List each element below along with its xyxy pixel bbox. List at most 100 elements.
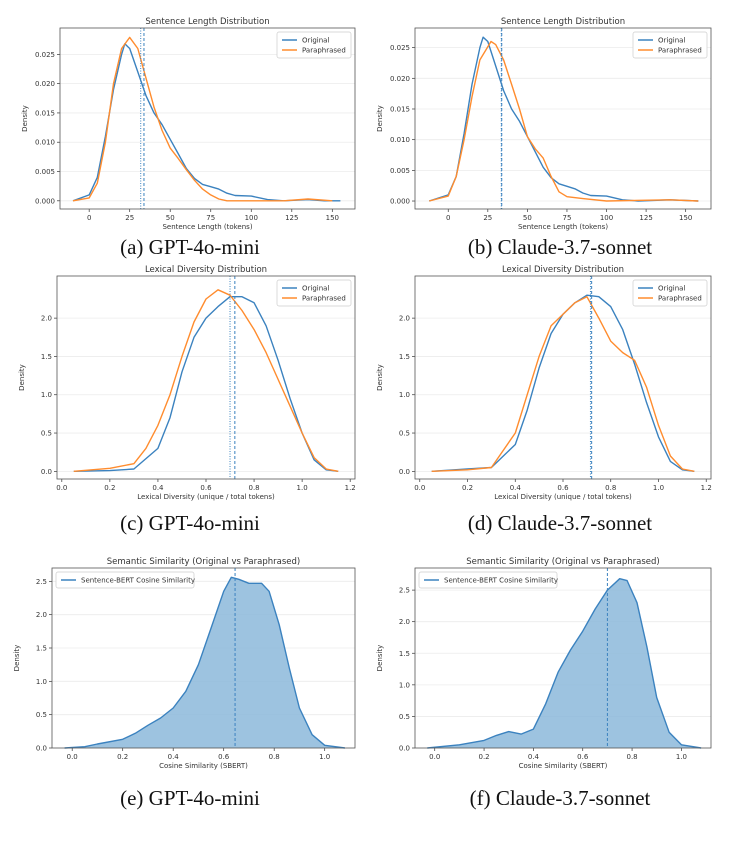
series-line-original bbox=[73, 296, 339, 472]
axes-frame bbox=[414, 567, 712, 749]
y-tick-label: 2.5 bbox=[36, 578, 47, 586]
series-line-paraphrased bbox=[431, 296, 695, 472]
series-line-original bbox=[72, 43, 341, 202]
y-tick-label: 2.0 bbox=[399, 618, 410, 626]
legend: Original Paraphrased bbox=[632, 279, 708, 307]
y-tick-label: 0.015 bbox=[35, 109, 55, 117]
density-fill bbox=[64, 577, 345, 748]
x-tick-label: 125 bbox=[285, 214, 298, 222]
series-line-original bbox=[431, 294, 695, 472]
caption-d: (d) Claude-3.7-sonnet bbox=[467, 511, 653, 535]
y-tick-label: 0.0 bbox=[36, 745, 47, 753]
y-tick-label: 0.0 bbox=[399, 468, 410, 476]
density-fill bbox=[427, 578, 702, 748]
x-tick-label: 0.0 bbox=[67, 753, 78, 761]
x-tick-label: 0.8 bbox=[605, 484, 616, 492]
x-tick-label: 50 bbox=[523, 214, 532, 222]
x-axis-label: Sentence Length (tokens) bbox=[518, 223, 608, 231]
y-tick-label: 0.0 bbox=[399, 745, 410, 753]
x-tick-label: 150 bbox=[326, 214, 339, 222]
x-tick-label: 0.8 bbox=[269, 753, 280, 761]
x-tick-label: 0 bbox=[87, 214, 91, 222]
legend-label: Sentence-BERT Cosine Similarity bbox=[444, 577, 558, 585]
x-tick-label: 25 bbox=[483, 214, 492, 222]
y-tick-label: 0.5 bbox=[399, 430, 410, 438]
caption-b: (b) Claude-3.7-sonnet bbox=[467, 235, 653, 259]
y-tick-label: 0.010 bbox=[35, 139, 55, 147]
legend: Original Paraphrased bbox=[276, 31, 352, 59]
y-tick-label: 2.5 bbox=[399, 587, 410, 595]
y-axis-label: Density bbox=[376, 645, 384, 672]
axes-frame bbox=[414, 275, 712, 480]
legend-label: Paraphrased bbox=[658, 47, 702, 55]
y-tick-label: 1.5 bbox=[41, 353, 52, 361]
y-tick-label: 2.0 bbox=[36, 611, 47, 619]
x-tick-label: 75 bbox=[562, 214, 571, 222]
chart-title: Sentence Length Distribution bbox=[145, 17, 269, 27]
y-tick-label: 0.010 bbox=[390, 136, 410, 144]
x-tick-label: 0.0 bbox=[56, 484, 67, 492]
series-line-sentence-bert-cosine-similarity bbox=[64, 576, 345, 749]
chart-title: Lexical Diversity Distribution bbox=[502, 265, 624, 275]
x-tick-label: 0.8 bbox=[248, 484, 259, 492]
x-tick-label: 0.0 bbox=[429, 753, 440, 761]
y-tick-label: 1.0 bbox=[399, 391, 410, 399]
y-tick-label: 0.025 bbox=[390, 44, 410, 52]
x-tick-label: 0 bbox=[446, 214, 450, 222]
legend-label: Original bbox=[302, 37, 329, 45]
x-tick-label: 0.6 bbox=[200, 484, 212, 492]
x-tick-label: 1.0 bbox=[297, 484, 308, 492]
x-tick-label: 1.2 bbox=[701, 484, 712, 492]
y-tick-label: 0.005 bbox=[35, 168, 55, 176]
chart-5: 0.0 0.5 1.0 1.5 2.0 2.5 0.0 0.2 0.4 0.6 0.8 1.0 Sema… bbox=[376, 557, 712, 770]
y-tick-label: 0.025 bbox=[35, 51, 55, 59]
y-tick-label: 0.020 bbox=[35, 80, 55, 88]
series-line-paraphrased bbox=[72, 36, 333, 202]
x-axis-label: Sentence Length (tokens) bbox=[162, 223, 252, 231]
chart-title: Sentence Length Distribution bbox=[501, 17, 625, 27]
y-tick-label: 1.5 bbox=[36, 645, 47, 653]
x-tick-label: 0.6 bbox=[557, 484, 569, 492]
y-tick-label: 2.0 bbox=[41, 315, 52, 323]
caption-a: (a) GPT-4o-mini bbox=[120, 235, 260, 259]
chart-title: Semantic Similarity (Original vs Paraphr… bbox=[466, 557, 659, 567]
x-tick-label: 0.8 bbox=[626, 753, 637, 761]
x-tick-label: 1.0 bbox=[676, 753, 687, 761]
legend-box bbox=[632, 279, 708, 307]
x-tick-label: 50 bbox=[166, 214, 175, 222]
caption-f: (f) Claude-3.7-sonnet bbox=[469, 786, 651, 810]
y-tick-label: 0.020 bbox=[390, 75, 410, 83]
chart-2: 0.0 0.5 1.0 1.5 2.0 0.0 0.2 0.4 0.6 0.8 1.0 1.2 Lexi… bbox=[18, 265, 356, 501]
y-axis-label: Density bbox=[18, 364, 26, 391]
axes-frame bbox=[414, 27, 712, 210]
axes-frame bbox=[51, 567, 356, 749]
y-tick-label: 0.005 bbox=[390, 167, 410, 175]
y-axis-label: Density bbox=[21, 105, 29, 132]
chart-title: Semantic Similarity (Original vs Paraphr… bbox=[107, 557, 300, 567]
y-axis-label: Density bbox=[376, 105, 384, 132]
x-tick-label: 0.2 bbox=[117, 753, 128, 761]
x-tick-label: 150 bbox=[679, 214, 692, 222]
x-axis-label: Lexical Diversity (unique / total tokens… bbox=[494, 493, 632, 501]
legend-box bbox=[276, 31, 352, 59]
legend-label: Paraphrased bbox=[302, 295, 346, 303]
y-tick-label: 1.5 bbox=[399, 650, 410, 658]
legend-box bbox=[632, 31, 708, 59]
x-tick-label: 1.0 bbox=[319, 753, 330, 761]
legend-label: Paraphrased bbox=[658, 295, 702, 303]
chart-title: Lexical Diversity Distribution bbox=[145, 265, 267, 275]
chart-4: 0.0 0.5 1.0 1.5 2.0 2.5 0.0 0.2 0.4 0.6 0.8 1.0 Sema… bbox=[13, 557, 356, 770]
series-line-paraphrased bbox=[429, 40, 699, 202]
x-tick-label: 0.6 bbox=[218, 753, 230, 761]
axes-frame bbox=[59, 27, 356, 210]
legend: Original Paraphrased bbox=[632, 31, 708, 59]
axes-frame bbox=[56, 275, 356, 480]
x-tick-label: 0.4 bbox=[152, 484, 164, 492]
x-tick-label: 100 bbox=[245, 214, 258, 222]
x-tick-label: 25 bbox=[125, 214, 134, 222]
y-tick-label: 0.5 bbox=[41, 430, 52, 438]
chart-3: 0.0 0.5 1.0 1.5 2.0 0.0 0.2 0.4 0.6 0.8 1.0 1.2 Lexi… bbox=[376, 265, 712, 501]
x-tick-label: 0.4 bbox=[510, 484, 522, 492]
